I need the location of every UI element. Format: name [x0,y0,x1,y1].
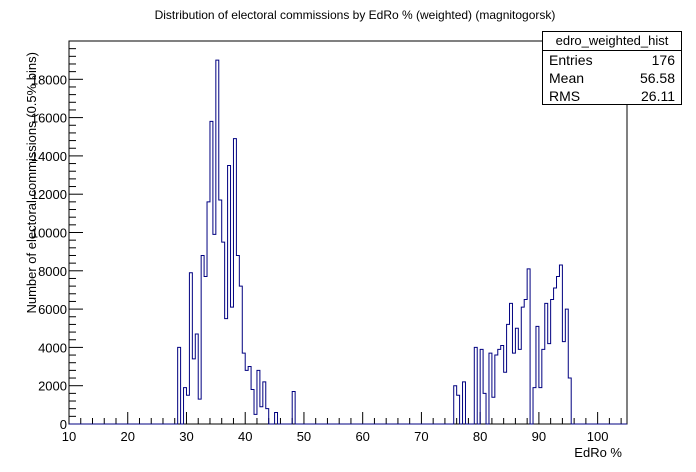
histogram-bin [504,372,507,424]
x-tick-label: 80 [473,429,487,444]
histogram-bin [518,349,521,424]
y-tick-label: 8000 [38,264,67,279]
stats-label: Entries [549,52,593,68]
y-tick-label: 18000 [31,72,67,87]
histogram-outline [69,59,627,425]
y-tick-label: 0 [60,417,67,432]
histogram-bin [548,344,551,424]
histogram-bin [213,234,216,424]
axis-ticks: 10 20 30 40 50 60 70 80 90 100 0 2000 4000 6000 8000 10… [31,40,622,444]
stats-label: RMS [549,88,581,104]
y-tick-label: 16000 [31,111,67,126]
histogram-bin [562,342,565,424]
x-tick-label: 90 [532,429,546,444]
x-tick-label: 40 [238,429,252,444]
stats-row-entries: Entries 176 [543,51,681,69]
stats-value: 26.11 [641,88,675,104]
stats-value: 176 [651,52,675,68]
y-tick-label: 14000 [31,149,67,164]
x-tick-label: 70 [414,429,428,444]
histogram-bin [554,288,557,424]
y-tick-label: 4000 [38,340,67,355]
histogram-bin [204,277,207,424]
y-axis-title: Number of electoral commissions (0.5% bi… [24,52,39,314]
x-axis-title: EdRo % [574,445,622,460]
histogram-bin [512,353,515,424]
stats-value: 56.58 [639,70,675,86]
stats-row-rms: RMS 26.11 [543,87,681,105]
x-tick-label: 10 [62,429,76,444]
histogram-bins [69,59,627,425]
stats-label: Mean [549,70,585,86]
x-tick-label: 20 [121,429,135,444]
x-tick-label: 60 [355,429,369,444]
histogram-bin [524,300,527,424]
y-tick-label: 12000 [31,187,67,202]
x-tick-label: 100 [587,429,609,444]
histogram-bin [192,359,195,424]
stats-row-mean: Mean 56.58 [543,69,681,87]
histogram-bin [260,407,263,424]
histogram-bin [557,277,560,424]
y-tick-label: 6000 [38,302,67,317]
histogram-bin [225,319,228,424]
histogram-bin [498,349,501,424]
stats-box: edro_weighted_hist Entries 176 Mean 56.5… [542,31,682,105]
y-tick-label: 10000 [31,226,67,241]
x-tick-label: 30 [179,429,193,444]
stats-title: edro_weighted_hist [543,32,681,51]
histogram-bin [231,307,234,424]
chart-title: Distribution of electoral commissions by… [155,8,556,22]
y-tick-label: 2000 [38,379,67,394]
x-tick-label: 50 [297,429,311,444]
